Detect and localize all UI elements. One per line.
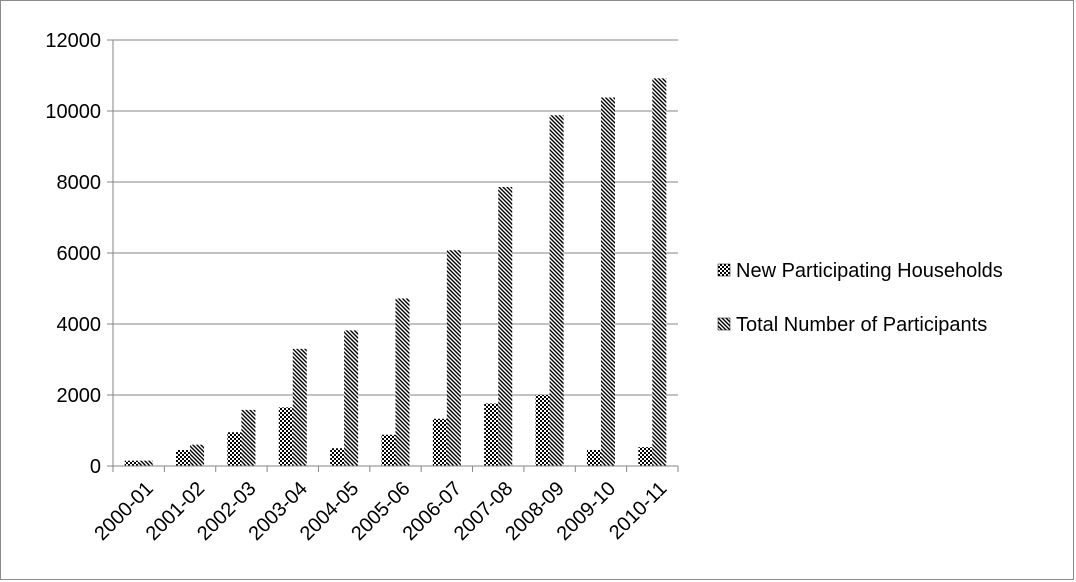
bar-total-number-of-participants bbox=[190, 444, 205, 466]
y-tick-label: 12000 bbox=[45, 30, 101, 52]
x-tick-labels: 2000-012001-022002-032003-042004-052005-… bbox=[90, 478, 671, 545]
bar-new-participating-households bbox=[227, 432, 242, 466]
bar-new-participating-households bbox=[381, 434, 396, 466]
y-tick-label: 4000 bbox=[57, 314, 102, 336]
bar-total-number-of-participants bbox=[549, 115, 564, 466]
bar-total-number-of-participants bbox=[292, 348, 307, 466]
bar-new-participating-households bbox=[278, 407, 293, 466]
bar-new-participating-households bbox=[638, 447, 653, 466]
y-tick-labels: 0 2000 4000 6000 8000 10000 12000 bbox=[45, 30, 101, 478]
y-tick-label: 2000 bbox=[57, 385, 102, 407]
legend-swatch-new-participating-households bbox=[717, 263, 731, 277]
bar-total-number-of-participants bbox=[344, 330, 359, 466]
bar-new-participating-households bbox=[484, 403, 499, 466]
gridlines bbox=[107, 39, 678, 467]
bar-total-number-of-participants bbox=[446, 250, 461, 466]
legend: New Participating Households Total Numbe… bbox=[717, 260, 1003, 336]
y-tick-label: 10000 bbox=[45, 101, 101, 123]
bar-total-number-of-participants bbox=[652, 78, 667, 466]
legend-label-total-number-of-participants: Total Number of Participants bbox=[736, 314, 987, 336]
bar-new-participating-households bbox=[330, 448, 345, 466]
bar-total-number-of-participants bbox=[498, 186, 513, 466]
legend-label-new-participating-households: New Participating Households bbox=[736, 260, 1003, 282]
bar-total-number-of-participants bbox=[241, 409, 256, 466]
bar-new-participating-households bbox=[535, 395, 550, 466]
bars bbox=[124, 78, 667, 466]
bar-new-participating-households bbox=[432, 418, 447, 466]
y-tick-label: 6000 bbox=[57, 243, 102, 265]
bar-total-number-of-participants bbox=[600, 97, 615, 466]
bar-new-participating-households bbox=[176, 450, 191, 466]
bar-total-number-of-participants bbox=[138, 460, 153, 466]
legend-swatch-total-number-of-participants bbox=[717, 317, 731, 331]
bar-total-number-of-participants bbox=[395, 298, 410, 466]
y-tick-label: 8000 bbox=[57, 172, 102, 194]
y-tick-label: 0 bbox=[90, 456, 101, 478]
bar-new-participating-households bbox=[586, 450, 601, 466]
x-tick-label: 2010-11 bbox=[605, 478, 671, 544]
axes bbox=[112, 40, 679, 472]
bar-new-participating-households bbox=[124, 460, 139, 466]
